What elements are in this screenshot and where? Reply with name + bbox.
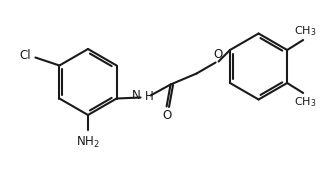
- Text: O: O: [213, 48, 222, 61]
- Text: CH$_3$: CH$_3$: [294, 95, 316, 109]
- Text: O: O: [162, 109, 171, 121]
- Text: NH$_2$: NH$_2$: [76, 135, 100, 150]
- Text: Cl: Cl: [20, 49, 32, 62]
- Text: CH$_3$: CH$_3$: [294, 24, 316, 38]
- Text: H: H: [144, 90, 153, 103]
- Text: N: N: [132, 89, 140, 101]
